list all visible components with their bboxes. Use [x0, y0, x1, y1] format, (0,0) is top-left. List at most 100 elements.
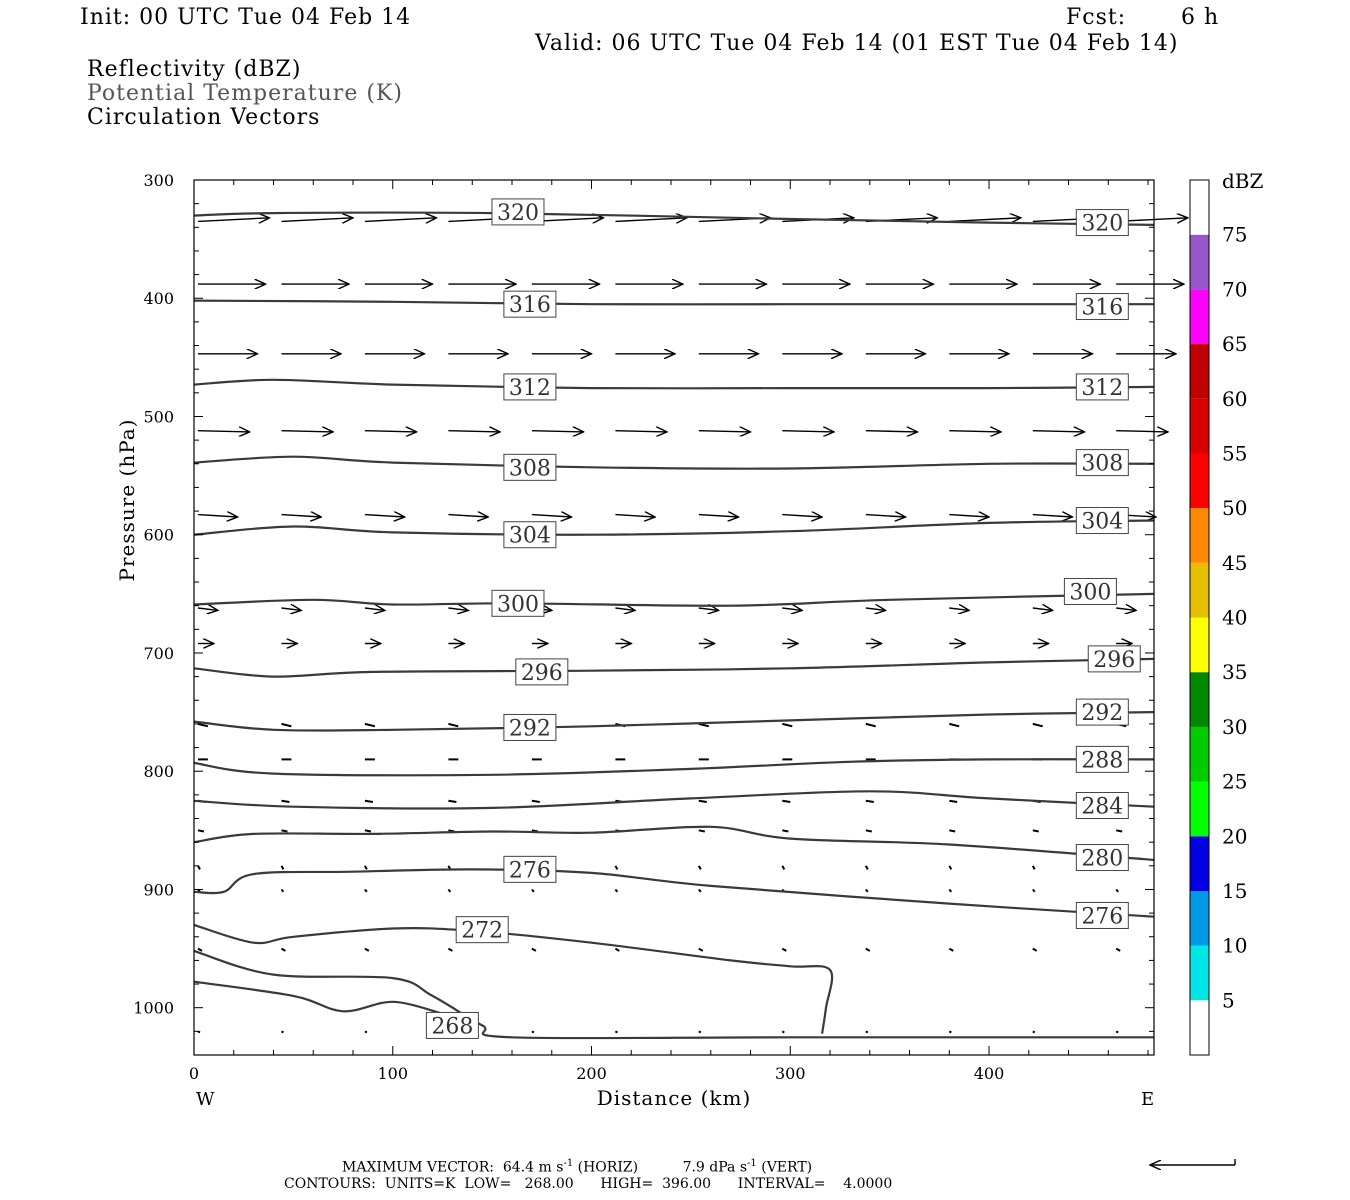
contour-label: 316 — [1081, 296, 1123, 321]
contour-label-box — [1075, 745, 1129, 773]
contour-label-box — [455, 916, 509, 944]
circulation-vector — [865, 888, 869, 893]
circulation-vector — [781, 865, 786, 870]
circulation-vector — [531, 1030, 535, 1034]
colorbar-label: 30 — [1222, 715, 1247, 739]
circulation-vector — [197, 829, 205, 833]
contour-label-box — [515, 658, 569, 686]
colorbar-label: 35 — [1222, 660, 1247, 684]
circulation-vector — [447, 947, 453, 952]
circulation-vector — [698, 431, 751, 432]
contour-label-box — [1063, 577, 1117, 605]
circulation-vector — [281, 722, 292, 728]
max-vector-line: MAXIMUM VECTOR: 64.4 m s-1 (HORIZ) 7.9 d… — [342, 1158, 812, 1176]
colorbar-label: 10 — [1222, 934, 1247, 958]
plot-frame — [193, 179, 1155, 1056]
circulation-vector — [949, 799, 958, 803]
contour-label: 304 — [509, 524, 551, 549]
circulation-vector — [614, 888, 619, 893]
circulation-vector — [531, 888, 535, 893]
circulation-vector — [197, 865, 201, 870]
circulation-vector — [1032, 947, 1038, 952]
contour-label: 296 — [1093, 648, 1135, 673]
theta-contours: 320 320 316 316 312 312 308 308 304 304 300 300 296 2… — [193, 198, 1155, 1039]
vert-tag: (VERT) — [761, 1159, 813, 1176]
horiz-exp: -1 — [563, 1158, 574, 1169]
colorbar-bin — [1190, 945, 1209, 1001]
circulation-vector — [615, 431, 667, 432]
colorbar-bin — [1190, 344, 1209, 399]
reference-vector-icon — [1150, 1159, 1236, 1165]
contour-label-box — [491, 198, 545, 226]
circulation-vector — [865, 722, 876, 728]
colorbar-label: 45 — [1222, 551, 1247, 575]
circulation-vector — [782, 829, 789, 833]
y-tick-label: 600 — [143, 526, 174, 545]
circulation-vector — [698, 1030, 702, 1034]
horiz-tag: (HORIZ) — [577, 1159, 639, 1176]
y-tick-label: 1000 — [133, 999, 174, 1018]
contour-label-box — [503, 855, 557, 883]
colorbar-frame — [1189, 179, 1210, 1056]
contour-label-box — [491, 589, 545, 617]
contour-label-box — [1075, 449, 1129, 477]
circulation-vector — [949, 515, 989, 517]
contour-label-box — [1075, 373, 1129, 401]
contour-label-box — [1075, 209, 1129, 237]
contour-label-box — [503, 521, 557, 549]
contour-line-276 — [193, 868, 1155, 918]
legend-reflectivity: Reflectivity (dBZ) — [87, 57, 302, 82]
contour-label-box — [1075, 901, 1129, 929]
contour-label: 276 — [1081, 904, 1123, 929]
circulation-vector — [364, 799, 374, 803]
circulation-vector — [949, 829, 956, 833]
circulation-vector — [364, 865, 368, 870]
circulation-vector — [782, 431, 834, 432]
circulation-vector — [865, 947, 871, 952]
y-axis-label: Pressure (hPa) — [115, 419, 139, 582]
colorbar-bin — [1190, 617, 1209, 673]
circulation-vector — [197, 947, 203, 952]
west-label: W — [196, 1089, 215, 1110]
circulation-vector — [697, 865, 702, 870]
circulation-vector — [1116, 431, 1168, 432]
circulation-vector — [531, 947, 537, 952]
circulation-vector — [782, 515, 822, 517]
circulation-vector — [615, 218, 687, 222]
circulation-vector — [698, 799, 707, 803]
circulation-vector — [781, 947, 787, 952]
contour-line-280 — [193, 825, 1155, 861]
circulation-vector — [448, 515, 488, 517]
circulation-vector — [364, 947, 370, 952]
contour-label-box — [1087, 645, 1141, 673]
circulation-vector — [1031, 865, 1036, 870]
axes: 300 400 500 600 700 800 900 1000 0 100 200 300 400 — [133, 171, 1154, 1083]
contour-label: 284 — [1081, 795, 1123, 820]
circulation-vector — [281, 799, 290, 803]
circulation-vector — [1115, 1030, 1119, 1034]
colorbar-label: 15 — [1222, 879, 1247, 903]
colorbar-label: 70 — [1222, 277, 1247, 301]
contour-line-288 — [193, 758, 1155, 777]
forecast-label: Fcst: — [1066, 5, 1127, 30]
horiz-unit: m s — [538, 1159, 564, 1176]
colorbar-label: 65 — [1222, 332, 1247, 356]
x-axis-label: Distance (km) — [597, 1086, 752, 1110]
circulation-vector — [531, 431, 584, 432]
contour-line-304 — [193, 519, 1155, 536]
x-tick-label: 300 — [775, 1064, 806, 1083]
colorbar-bin — [1190, 398, 1209, 454]
circulation-vector — [949, 431, 1001, 432]
colorbar-label: 60 — [1222, 387, 1247, 411]
contour-label-box — [1075, 293, 1129, 321]
colorbar-title: dBZ — [1222, 169, 1264, 193]
contour-label: 304 — [1081, 510, 1123, 535]
contour-line-308 — [193, 455, 1155, 470]
circulation-vector — [614, 1030, 618, 1034]
contour-label: 280 — [1081, 847, 1123, 872]
colorbar-label: 5 — [1222, 988, 1235, 1012]
contour-line-312 — [193, 378, 1155, 390]
contours-summary: CONTOURS: UNITS=K LOW= 268.00 HIGH= 396.… — [284, 1176, 893, 1192]
colorbar-bin — [1190, 453, 1209, 509]
